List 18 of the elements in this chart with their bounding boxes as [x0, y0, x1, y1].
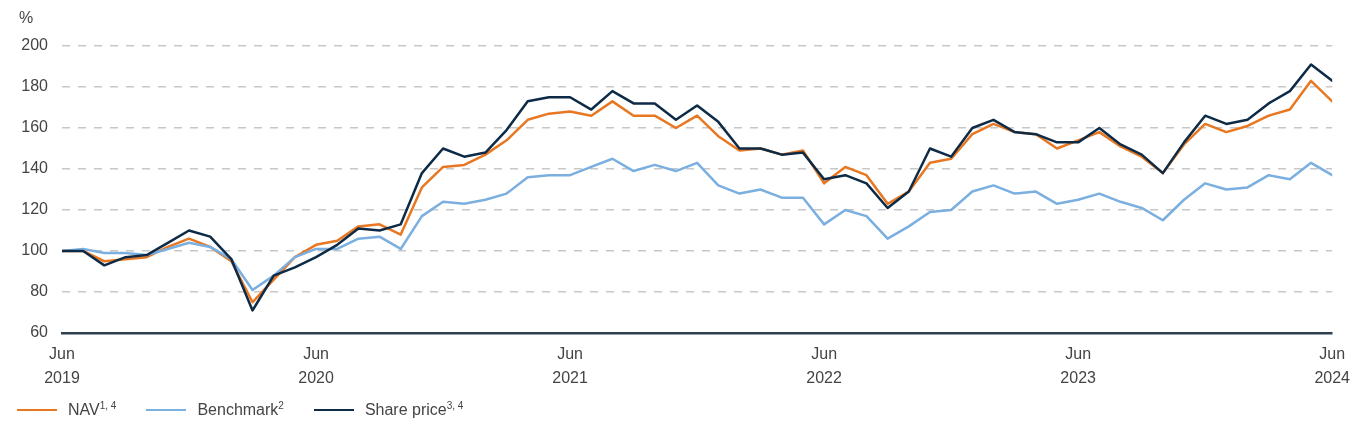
- y-tick-label: 200: [21, 36, 49, 54]
- x-tick-label: Jun 2020: [298, 345, 334, 387]
- y-tick-label: 180: [21, 77, 49, 95]
- x-tick-label: Jun 2022: [806, 345, 843, 387]
- y-axis-title: %: [19, 9, 34, 27]
- x-tick-label: Jun 2021: [552, 345, 588, 387]
- y-tick-label: 80: [30, 282, 49, 300]
- legend-label: Benchmark$^{2}$: [197, 399, 284, 419]
- y-tick-label: 100: [21, 241, 49, 259]
- y-tick-label: 140: [21, 159, 49, 177]
- x-tick-label: Jun 2024: [1314, 345, 1351, 387]
- y-tick-label: 160: [21, 118, 49, 136]
- x-tick-label: Jun 2023: [1060, 345, 1097, 387]
- y-tick-label: 120: [21, 200, 49, 218]
- legend-label: Share price$^{3, 4}$: [364, 399, 464, 419]
- y-tick-label: 60: [30, 323, 49, 341]
- legend-label: NAV$^{1, 4}$: [68, 399, 117, 419]
- x-tick-label: Jun 2019: [44, 345, 80, 387]
